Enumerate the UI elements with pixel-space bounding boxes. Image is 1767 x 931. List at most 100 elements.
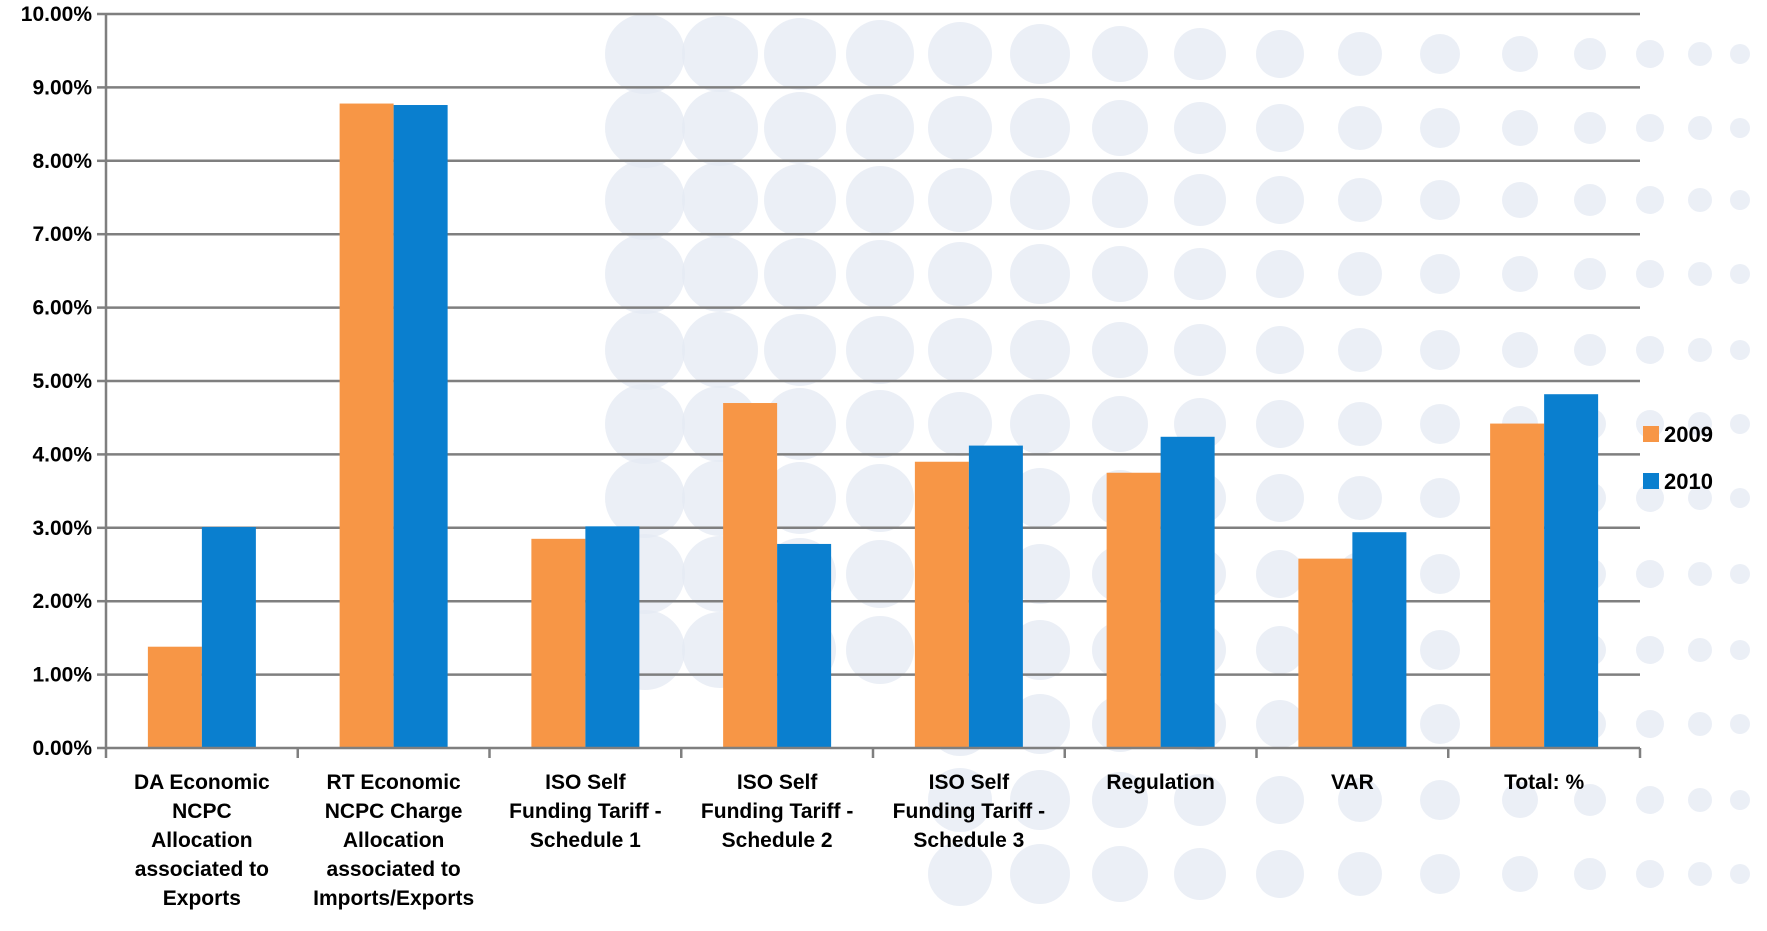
x-category-label-line: associated to xyxy=(135,858,269,881)
background-dot xyxy=(1174,774,1226,826)
x-category-label: RT Economic NCPC Charge Allocation associat… xyxy=(313,771,474,910)
background-dot xyxy=(1174,28,1226,80)
y-tick-label: 3.00% xyxy=(32,517,92,540)
background-dot xyxy=(1688,562,1712,586)
background-dot xyxy=(1574,112,1606,144)
background-dot xyxy=(1688,638,1712,662)
background-dot xyxy=(682,312,758,388)
background-dot xyxy=(1010,394,1070,454)
x-category-label-line: ISO Self xyxy=(737,771,819,794)
background-dot xyxy=(1574,334,1606,366)
background-dot xyxy=(1092,100,1148,156)
legend-label-2009: 2009 xyxy=(1664,422,1713,447)
background-dot xyxy=(1256,30,1304,78)
background-dot xyxy=(1730,414,1750,434)
background-dot xyxy=(1688,412,1712,436)
background-dot xyxy=(1688,338,1712,362)
background-dot xyxy=(1338,106,1382,150)
background-dot xyxy=(1256,400,1304,448)
x-category-label: ISO Self Funding Tariff - Schedule 1 xyxy=(509,771,661,852)
background-dot xyxy=(764,92,836,164)
x-category-label-line: DA Economic xyxy=(134,771,270,794)
legend-label-2010: 2010 xyxy=(1664,469,1713,494)
x-category-label: ISO Self Funding Tariff - Schedule 2 xyxy=(701,771,853,852)
bar-2010-3 xyxy=(777,543,832,748)
background-dot xyxy=(1010,24,1070,84)
x-category-label-line: ISO Self xyxy=(929,771,1011,794)
y-tick-label: 4.00% xyxy=(32,443,92,466)
background-dot xyxy=(1092,396,1148,452)
x-category-label-line: Schedule 2 xyxy=(722,829,833,852)
background-dot xyxy=(605,160,685,240)
y-tick-label: 1.00% xyxy=(32,664,92,687)
background-dot xyxy=(1730,488,1750,508)
background-dot xyxy=(928,96,992,160)
background-dot xyxy=(1256,776,1304,824)
background-dot xyxy=(1688,486,1712,510)
y-tick-label: 8.00% xyxy=(32,150,92,173)
background-dot xyxy=(1420,180,1460,220)
x-category-label-line: Schedule 1 xyxy=(530,829,641,852)
bar-2010-5 xyxy=(1160,436,1215,748)
x-category-label: DA Economic NCPC Allocation associated to Ex… xyxy=(134,771,270,910)
y-tick-label: 0.00% xyxy=(32,737,92,760)
background-dot xyxy=(1256,474,1304,522)
bar-2010-0 xyxy=(201,527,256,748)
x-category-label-line: Allocation xyxy=(151,829,253,852)
background-dot xyxy=(1338,252,1382,296)
x-category-label-line: VAR xyxy=(1331,771,1374,794)
bar-2009-0 xyxy=(147,646,202,748)
background-dot xyxy=(1256,176,1304,224)
background-dot xyxy=(1420,854,1460,894)
background-dot xyxy=(1256,104,1304,152)
background-dot xyxy=(1502,182,1538,218)
background-dot xyxy=(846,540,914,608)
background-dot xyxy=(1730,790,1750,810)
background-dot xyxy=(1174,174,1226,226)
background-dot xyxy=(846,240,914,308)
background-dot xyxy=(1688,42,1712,66)
background-dot xyxy=(1174,324,1226,376)
x-category-label-line: Allocation xyxy=(343,829,445,852)
background-dot xyxy=(1636,260,1664,288)
background-dot xyxy=(764,164,836,236)
background-dot xyxy=(1574,184,1606,216)
background-dot xyxy=(928,842,992,906)
background-dot xyxy=(1010,620,1070,680)
bar-2009-6 xyxy=(1298,558,1353,748)
background-dot xyxy=(1420,108,1460,148)
background-dot xyxy=(1338,778,1382,822)
background-dot xyxy=(1010,770,1070,830)
background-dot xyxy=(846,464,914,532)
background-dot xyxy=(1092,26,1148,82)
x-category-label: Regulation xyxy=(1106,771,1215,794)
background-dot xyxy=(1420,630,1460,670)
background-dot xyxy=(1256,326,1304,374)
background-dot xyxy=(846,316,914,384)
background-dot xyxy=(1256,850,1304,898)
background-dot xyxy=(1420,330,1460,370)
x-category-label-line: Regulation xyxy=(1106,771,1215,794)
background-dot xyxy=(682,236,758,312)
background-dot xyxy=(1688,712,1712,736)
bar-2009-2 xyxy=(531,538,586,748)
background-dot xyxy=(1574,784,1606,816)
background-dot xyxy=(1730,340,1750,360)
legend-swatch-2009 xyxy=(1643,426,1659,442)
background-dot xyxy=(682,90,758,166)
x-category-label-line: NCPC xyxy=(172,800,232,823)
x-category-label-line: Total: % xyxy=(1504,771,1584,794)
background-dot xyxy=(1730,264,1750,284)
background-dot xyxy=(682,162,758,238)
background-dot xyxy=(928,22,992,86)
legend: 2009 2010 xyxy=(1643,422,1713,494)
background-dot xyxy=(928,392,992,456)
background-dot xyxy=(1174,248,1226,300)
bar-2010-2 xyxy=(585,526,640,748)
background-dot xyxy=(1636,484,1664,512)
background-dot xyxy=(1688,862,1712,886)
bar-2009-7 xyxy=(1490,423,1545,748)
background-dot xyxy=(1636,336,1664,364)
background-dot xyxy=(1420,404,1460,444)
background-dot xyxy=(1636,40,1664,68)
